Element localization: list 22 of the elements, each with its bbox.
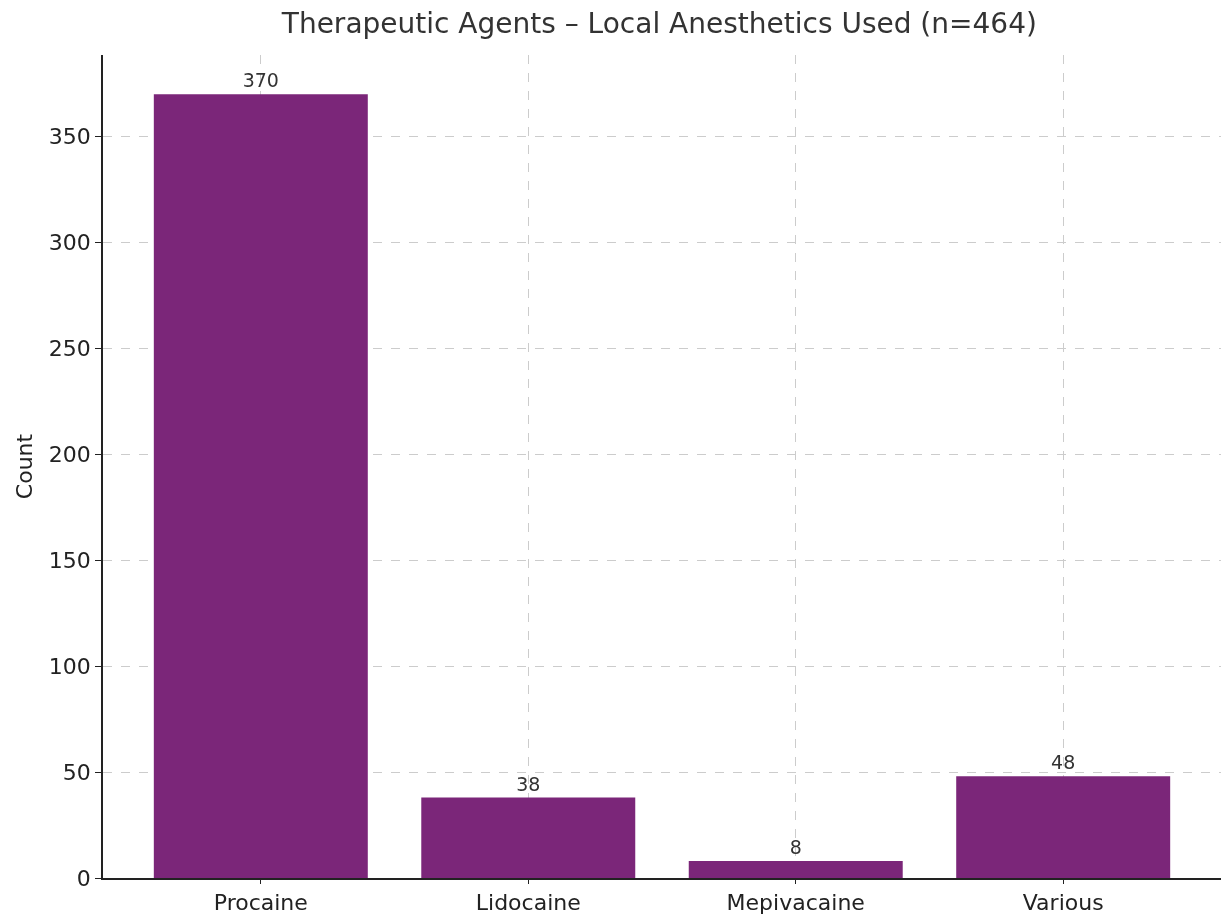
bar [956, 776, 1171, 878]
bar [688, 861, 903, 878]
chart-title: Therapeutic Agents – Local Anesthetics Used (n=464) [280, 7, 1037, 41]
x-tick-label: Various [1022, 890, 1104, 916]
data-label: 8 [789, 836, 802, 859]
x-tick-label: Mepivacaine [726, 890, 865, 916]
y-tick-label: 250 [48, 336, 91, 362]
y-tick-label: 200 [48, 442, 91, 468]
y-tick-label: 50 [62, 759, 91, 785]
y-tick-label: 150 [48, 547, 91, 573]
y-tick-label: 0 [76, 865, 91, 891]
data-label: 48 [1051, 751, 1076, 774]
bar [421, 797, 636, 878]
y-tick-label: 300 [48, 230, 91, 256]
data-label: 38 [516, 772, 541, 795]
data-label: 370 [242, 69, 279, 92]
y-axis-title: Count [12, 433, 38, 500]
x-tick-label: Lidocaine [475, 890, 581, 916]
bar [153, 94, 368, 878]
x-tick-label: Procaine [213, 890, 308, 916]
y-tick-label: 100 [48, 653, 91, 679]
y-tick-label: 350 [48, 124, 91, 150]
